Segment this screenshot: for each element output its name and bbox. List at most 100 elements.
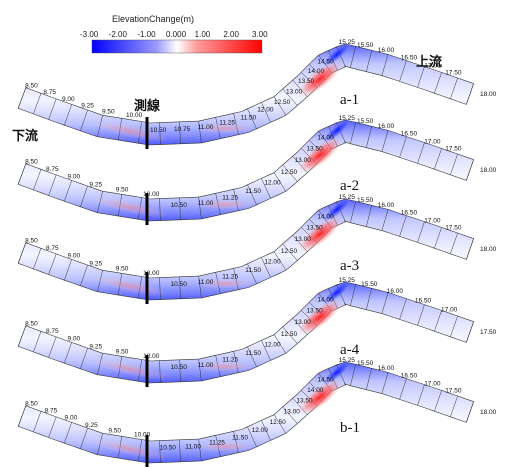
station-label: 14.00 [317,214,334,221]
cross-section-line [282,164,298,182]
station-label: 15.50 [357,118,374,125]
erosion-zone [322,118,352,143]
cross-section-line [261,420,271,441]
station-label: 12.50 [281,248,298,255]
cross-section-line [273,96,287,116]
cross-section-line [366,368,372,390]
station-label: 13.00 [295,236,312,243]
station-label: 15.25 [339,194,356,201]
cross-section-line [450,153,458,175]
station-label: 10.00 [143,353,160,360]
cross-section-line [399,136,407,158]
station-label: 9.00 [67,336,80,343]
station-label: 14.00 [307,387,324,394]
colorbar-tick-label: 2.00 [223,30,239,39]
cross-section-line [366,50,372,72]
case-label: a-1 [340,92,359,108]
erosion-zone [322,197,352,222]
cross-section-line [17,242,27,264]
deposition-zone [90,439,170,460]
deposition-zone [298,379,342,415]
cross-section-line [417,221,425,243]
station-label: 15.50 [361,281,378,288]
station-label: 8.50 [25,320,38,327]
cross-section-line [350,201,356,223]
station-label: 17.00 [424,62,441,69]
station-label: 14.00 [317,297,334,304]
station-label: 17.50 [480,329,497,336]
station-label: 10.50 [171,281,188,288]
deposition-zone [195,123,256,134]
station-label: 12.00 [264,179,281,186]
cross-section-line [17,87,27,109]
survey-line-label: 測線 [134,98,161,114]
cross-section-line [350,364,356,386]
cross-section-line [366,288,372,310]
station-label: 9.25 [81,103,94,110]
cross-section-line [261,340,271,361]
cross-section-line [247,426,257,447]
cross-section-line [247,184,257,205]
station-label: 11.25 [219,119,235,126]
station-label: 12.50 [281,169,298,176]
station-label: 15.50 [357,42,374,49]
cross-section-line [64,104,72,126]
station-label: 12.00 [264,258,281,265]
case-label: b-1 [340,420,360,436]
cross-section-line [33,411,42,433]
cross-section-line [247,263,257,284]
station-label: 17.00 [441,306,458,313]
cross-section-line [80,185,88,207]
station-label: 16.00 [378,365,395,372]
colorbar-title: ElevationChange(m) [112,14,194,24]
cross-section-line [273,414,287,434]
cross-section-line [48,416,57,438]
deposition-zone [195,441,256,452]
station-label: 16.00 [378,47,395,54]
cross-section-line [80,427,88,449]
cross-section-line [48,98,57,120]
station-label: 18.00 [480,167,497,174]
station-label: 12.50 [274,99,291,106]
station-label: 15.25 [339,357,356,364]
channel-panel: 8.50 8.75 9.00 9.25 9.50 10.00 10.50 11.00 11.25… [17,357,497,464]
cross-section-line [381,209,389,231]
channel-body [17,43,474,146]
station-label: 13.50 [306,146,323,153]
station-label: 11.50 [232,435,248,442]
station-label: 16.50 [401,373,418,380]
station-label: 13.50 [306,225,323,232]
channel-body [17,361,474,464]
cross-section-line [350,284,356,306]
station-label: 11.00 [198,200,214,207]
cross-section-line [48,253,57,275]
cross-section-line [466,321,474,343]
cross-section-line [399,378,407,400]
case-label: a-4 [340,342,360,358]
station-label: 17.50 [445,225,462,232]
cross-section-line [261,178,271,199]
colorbar-tick-label: -2.00 [109,30,128,39]
station-label: 9.25 [89,260,102,267]
deposition-zone [195,278,256,289]
cross-section-line [450,315,458,337]
station-label: 15.25 [339,115,356,122]
station-label: 16.00 [387,288,404,295]
channel-panel: 8.50 8.75 9.00 9.25 9.50 10.00 10.50 11.00 11.25… [17,277,497,384]
cross-section-line [48,336,57,358]
deposition-zone [90,121,170,142]
station-label: 10.00 [143,270,160,277]
station-label: 9.50 [108,427,121,434]
station-label: 10.00 [126,112,143,119]
station-label: 13.00 [284,409,301,416]
station-label: 11.00 [198,362,214,369]
cross-section-line [434,310,442,332]
station-label: 14.00 [317,135,334,142]
cross-section-line [17,405,27,427]
cross-section-line [33,169,42,191]
deposition-zone [298,216,342,252]
case-label: a-2 [340,178,359,194]
station-label: 11.00 [198,124,214,131]
erosion-zone [322,360,352,385]
